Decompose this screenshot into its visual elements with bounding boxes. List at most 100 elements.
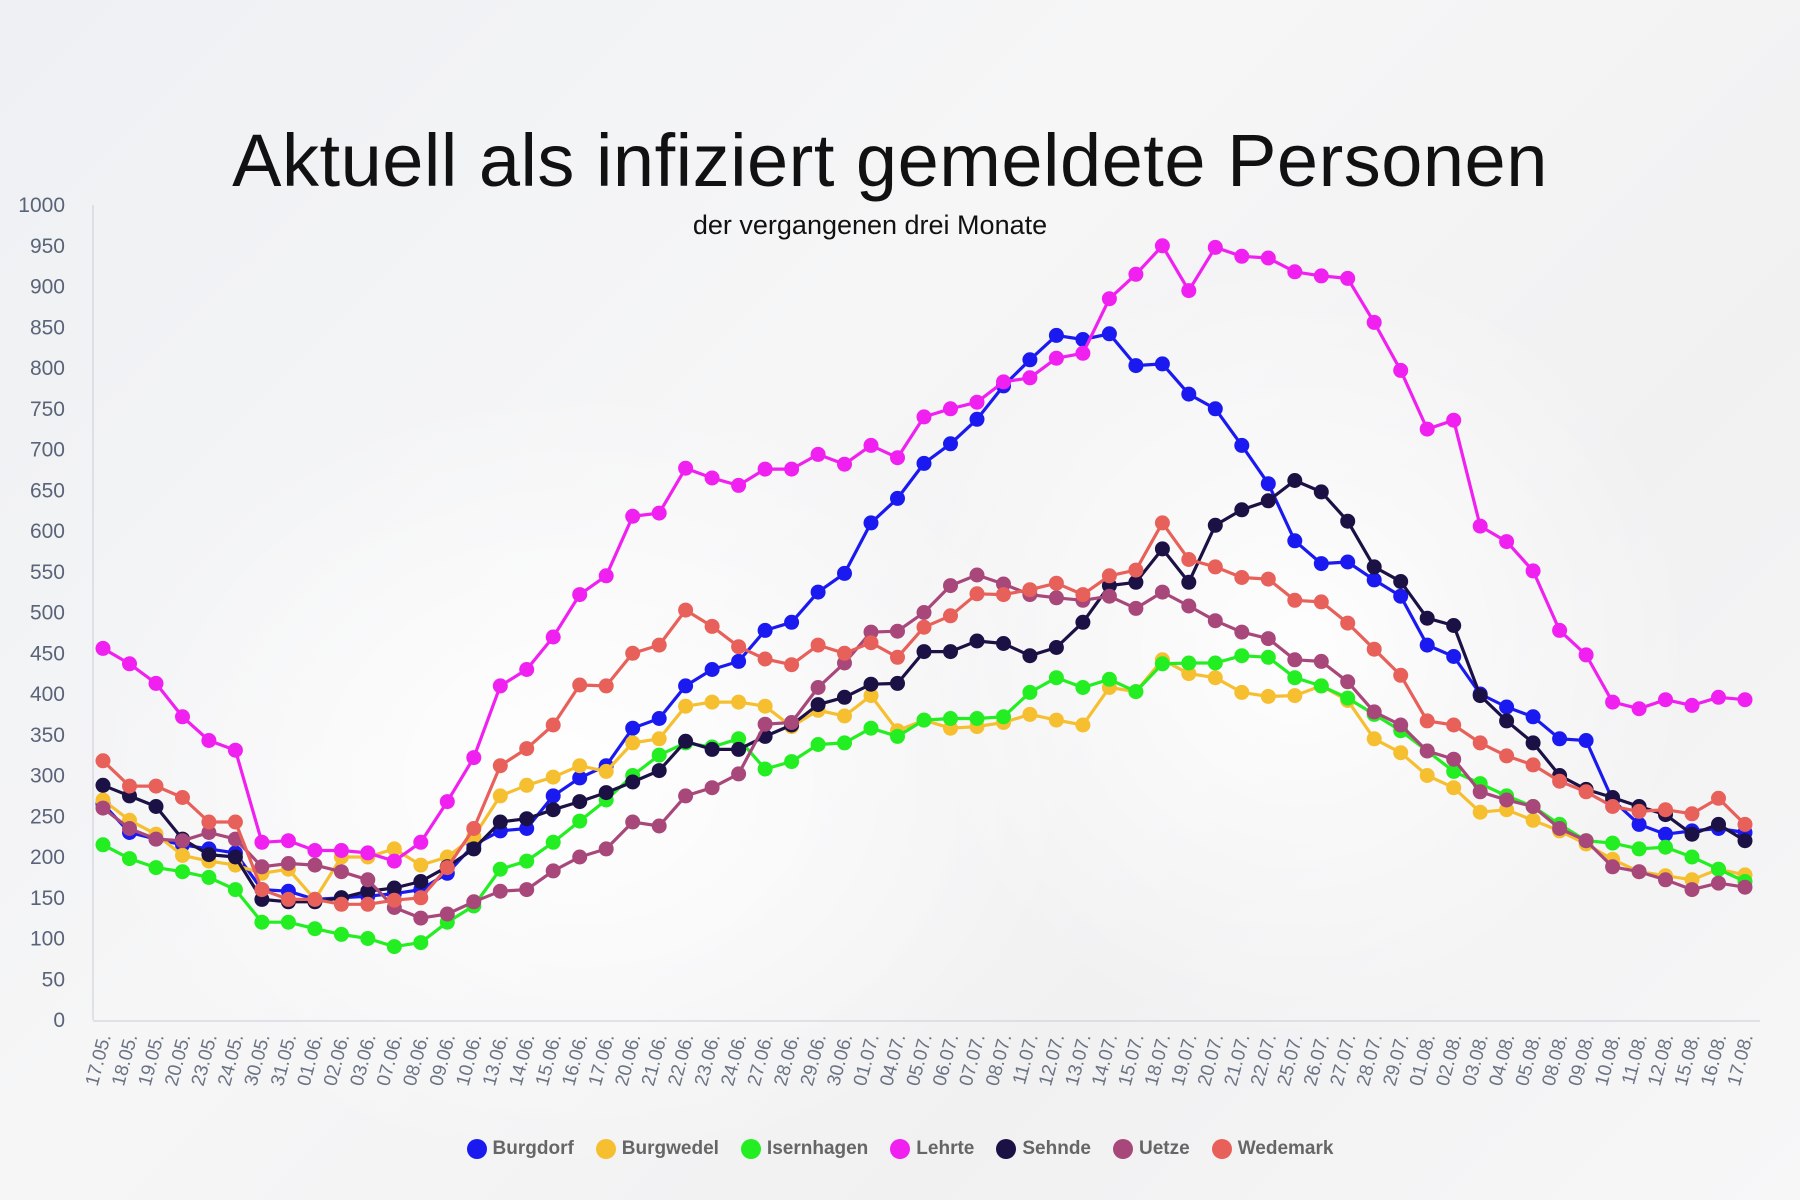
- data-point: [1101, 568, 1117, 584]
- data-point: [545, 788, 561, 804]
- data-point: [492, 861, 508, 877]
- data-point: [1658, 872, 1673, 888]
- data-point: [1154, 584, 1170, 600]
- data-point: [916, 644, 932, 660]
- data-point: [784, 614, 800, 630]
- data-point: [996, 587, 1011, 603]
- data-point: [784, 715, 800, 730]
- data-point: [280, 856, 296, 871]
- data-point: [439, 906, 455, 922]
- series-line: [102, 478, 1746, 904]
- data-point: [996, 709, 1011, 725]
- data-point: [651, 711, 667, 726]
- series-line: [102, 658, 1746, 902]
- data-point: [1234, 570, 1250, 585]
- data-point: [1181, 552, 1197, 567]
- data-point: [1340, 615, 1356, 631]
- data-point: [625, 735, 641, 751]
- data-point: [1446, 649, 1462, 664]
- data-point: [810, 584, 826, 600]
- legend-item[interactable]: Lehrte: [890, 1138, 974, 1160]
- data-point: [1181, 655, 1197, 671]
- data-point: [1313, 484, 1329, 500]
- y-tick-label: 0: [53, 1009, 65, 1032]
- data-point: [413, 834, 429, 850]
- data-point: [519, 741, 535, 757]
- legend-item[interactable]: Uetze: [1113, 1138, 1190, 1160]
- data-point: [1048, 575, 1064, 591]
- data-point: [598, 763, 614, 779]
- data-point: [280, 891, 296, 907]
- y-tick-label: 800: [30, 357, 65, 380]
- y-tick-label: 200: [30, 846, 65, 869]
- data-point: [678, 698, 694, 714]
- data-point: [969, 567, 985, 583]
- data-point: [1287, 652, 1303, 668]
- series-lehrte: [95, 238, 1753, 869]
- data-point: [492, 814, 508, 830]
- data-point: [863, 437, 879, 453]
- y-tick-label: 300: [30, 765, 65, 788]
- data-point: [1525, 735, 1541, 751]
- data-point: [1287, 533, 1303, 549]
- data-point: [1022, 706, 1038, 722]
- legend-item[interactable]: Isernhagen: [740, 1138, 868, 1160]
- data-point: [1181, 666, 1197, 682]
- legend-label: Lehrte: [916, 1138, 975, 1159]
- y-tick-label: 150: [30, 887, 65, 910]
- data-point: [1711, 861, 1726, 877]
- data-point: [1393, 717, 1409, 733]
- data-point: [492, 758, 508, 774]
- data-point: [1419, 421, 1435, 437]
- data-point: [1128, 358, 1144, 374]
- data-point: [757, 461, 773, 477]
- data-point: [731, 766, 747, 782]
- data-point: [1313, 268, 1329, 284]
- data-point: [572, 849, 588, 865]
- legend-item[interactable]: Burgwedel: [595, 1138, 719, 1160]
- data-point: [1684, 697, 1700, 713]
- data-point: [1658, 692, 1673, 708]
- legend-item[interactable]: Burgdorf: [466, 1138, 574, 1160]
- data-point: [333, 926, 349, 942]
- data-point: [1154, 356, 1170, 372]
- data-point: [837, 708, 852, 724]
- data-point: [545, 802, 561, 818]
- data-point: [1181, 574, 1197, 590]
- data-point: [95, 753, 111, 769]
- data-point: [1446, 763, 1462, 779]
- data-point: [545, 629, 561, 645]
- y-tick-label: 350: [30, 724, 65, 747]
- data-point: [1737, 879, 1753, 895]
- legend-item[interactable]: Sehnde: [996, 1138, 1091, 1160]
- legend-item[interactable]: Wedemark: [1211, 1138, 1333, 1160]
- data-point: [810, 737, 826, 752]
- data-point: [360, 931, 376, 946]
- data-point: [439, 860, 455, 876]
- data-point: [598, 841, 614, 857]
- data-point: [439, 794, 455, 810]
- data-point: [678, 678, 694, 694]
- data-point: [890, 675, 905, 691]
- data-point: [1552, 821, 1568, 836]
- data-point: [1419, 610, 1435, 626]
- legend-dot-icon: [890, 1139, 911, 1159]
- series-line: [102, 244, 1746, 863]
- data-point: [466, 894, 482, 910]
- legend-label: Burgwedel: [621, 1138, 719, 1159]
- data-point: [1605, 694, 1621, 710]
- data-point: [122, 656, 137, 672]
- data-point: [466, 750, 482, 766]
- data-point: [1207, 239, 1223, 255]
- data-point: [1260, 631, 1276, 647]
- data-point: [704, 694, 720, 710]
- data-point: [1313, 678, 1329, 694]
- data-point: [333, 864, 349, 880]
- data-point: [943, 401, 958, 417]
- data-point: [1048, 712, 1064, 728]
- legend-dot-icon: [466, 1139, 487, 1159]
- data-point: [1711, 689, 1726, 705]
- data-point: [1658, 802, 1673, 818]
- data-point: [1472, 688, 1488, 704]
- data-point: [1234, 624, 1250, 640]
